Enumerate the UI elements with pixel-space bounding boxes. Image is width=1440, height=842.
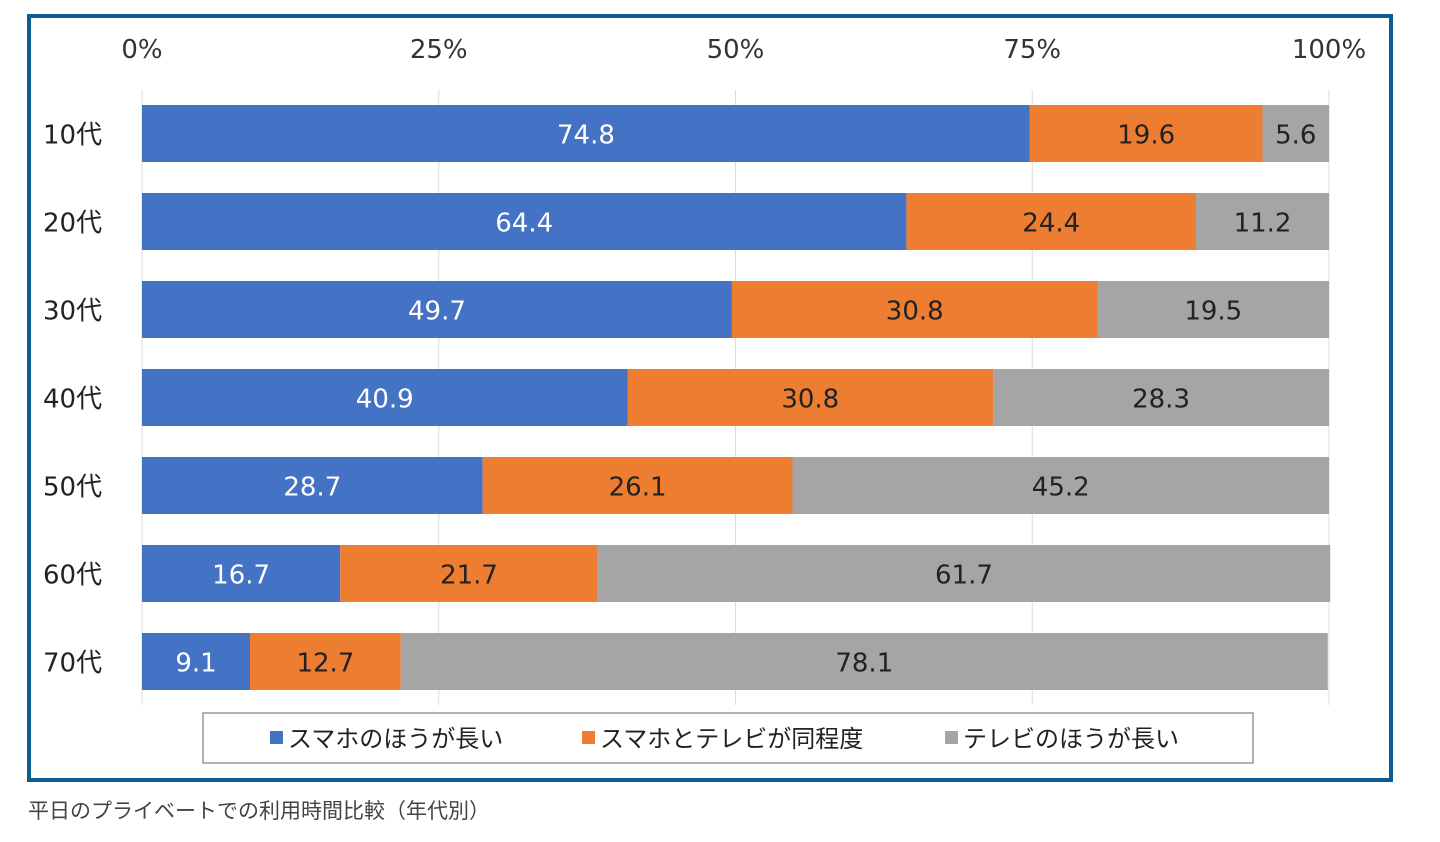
stacked-bar-chart: 0% 25% 50% 75% 100% 10代 74.8 19.6 5.6 20代 64.4 24.4…: [43, 35, 1366, 764]
data-label: 28.7: [283, 473, 341, 503]
x-tick-label: 75%: [1003, 35, 1061, 65]
data-label: 9.1: [175, 649, 216, 679]
y-category-label: 20代: [43, 209, 102, 239]
data-label: 11.2: [1234, 209, 1292, 239]
y-category-label: 40代: [43, 385, 102, 415]
bar-segment: [340, 545, 598, 602]
data-label: 78.1: [835, 649, 893, 679]
x-tick-label: 0%: [121, 35, 162, 65]
data-label: 12.7: [296, 649, 354, 679]
bar-segment: [731, 281, 1098, 338]
y-category-label: 30代: [43, 297, 102, 327]
bar-segment: [250, 633, 401, 690]
bar-segment: [906, 193, 1197, 250]
legend-label: テレビのほうが長い: [963, 725, 1179, 753]
y-category-label: 10代: [43, 121, 102, 151]
x-tick-label: 25%: [410, 35, 468, 65]
data-label: 30.8: [886, 297, 944, 327]
bar-segment: [482, 457, 793, 514]
legend-swatch: [582, 731, 595, 744]
data-label: 45.2: [1032, 473, 1090, 503]
data-label: 19.5: [1184, 297, 1242, 327]
y-category-label: 60代: [43, 561, 102, 591]
bar-segment: [1262, 105, 1329, 162]
chart-caption: 平日のプライベートでの利用時間比較（年代別）: [28, 799, 490, 823]
bar-segment: [1196, 193, 1329, 250]
legend-swatch: [945, 731, 958, 744]
legend-box: [202, 712, 1254, 764]
x-tick-label: 50%: [707, 35, 765, 65]
data-label: 21.7: [440, 561, 498, 591]
bar-segment: [627, 369, 994, 426]
bar-segment: [1029, 105, 1263, 162]
data-label: 28.3: [1132, 385, 1190, 415]
data-label: 19.6: [1117, 121, 1175, 151]
data-label: 24.4: [1022, 209, 1080, 239]
y-category-label: 50代: [43, 473, 102, 503]
bar-segment: [142, 457, 483, 514]
bar-segment: [792, 457, 1329, 514]
data-label: 64.4: [495, 209, 553, 239]
data-label: 16.7: [212, 561, 270, 591]
bar-segment: [142, 633, 251, 690]
y-category-label: 70代: [43, 649, 102, 679]
data-label: 30.8: [781, 385, 839, 415]
legend-label: スマホのほうが長い: [288, 725, 503, 753]
bar-segment: [597, 545, 1331, 602]
bar-segment: [142, 545, 341, 602]
legend-swatch: [270, 731, 283, 744]
data-label: 61.7: [935, 561, 993, 591]
bar-segment: [1097, 281, 1329, 338]
data-label: 5.6: [1275, 121, 1316, 151]
bar-segment: [142, 369, 628, 426]
chart-frame: 0% 25% 50% 75% 100% 10代 74.8 19.6 5.6 20代 64.4 24.4…: [27, 14, 1393, 782]
data-label: 40.9: [356, 385, 414, 415]
bar-segment: [993, 369, 1329, 426]
data-label: 26.1: [609, 473, 667, 503]
bar-segment: [142, 281, 732, 338]
bar-segment: [142, 105, 1030, 162]
bar-segment: [142, 193, 907, 250]
data-label: 49.7: [408, 297, 466, 327]
bar-segment: [400, 633, 1328, 690]
x-tick-label: 100%: [1292, 35, 1366, 65]
data-label: 74.8: [557, 121, 615, 151]
legend-label: スマホとテレビが同程度: [600, 725, 863, 753]
